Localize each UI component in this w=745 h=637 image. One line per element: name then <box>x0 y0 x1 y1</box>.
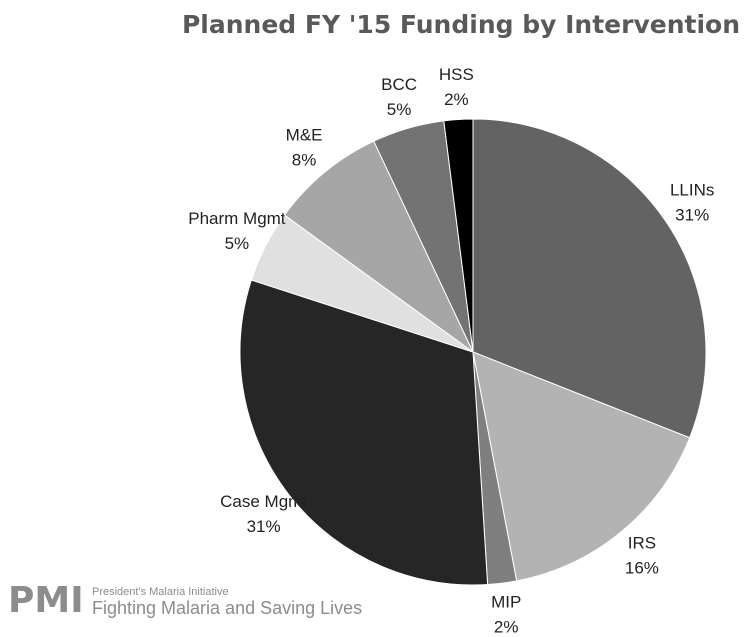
slice-label: IRS <box>628 534 656 553</box>
logo-mark: PMI <box>8 580 84 621</box>
pie-slice <box>443 118 474 353</box>
logo: PMI President's Malaria Initiative Fight… <box>8 580 362 621</box>
pie-slice <box>283 140 474 353</box>
pie-slice <box>472 351 691 582</box>
pie-slice <box>472 118 707 439</box>
slice-label: M&E <box>286 125 323 144</box>
slice-label: HSS <box>439 65 474 84</box>
pie-slice <box>239 279 489 586</box>
slice-value-label: 16% <box>625 559 659 578</box>
slice-value-label: 2% <box>444 90 469 109</box>
logo-line1: President's Malaria Initiative <box>92 586 229 598</box>
slice-label: LLINs <box>670 181 714 200</box>
chart-title: Planned FY '15 Funding by Intervention <box>182 10 740 39</box>
slice-label: Case Mgmt <box>220 492 307 511</box>
slice-value-label: 31% <box>675 206 709 225</box>
slice-label: BCC <box>381 75 417 94</box>
slice-value-label: 5% <box>225 234 250 253</box>
logo-line2: Fighting Malaria and Saving Lives <box>92 598 362 618</box>
slice-label: MIP <box>491 592 521 611</box>
slice-value-label: 2% <box>494 617 519 636</box>
slice-value-label: 31% <box>247 517 281 536</box>
slice-value-label: 5% <box>387 100 412 119</box>
slice-value-label: 8% <box>292 150 317 169</box>
slice-label: Pharm Mgmt <box>188 209 286 228</box>
